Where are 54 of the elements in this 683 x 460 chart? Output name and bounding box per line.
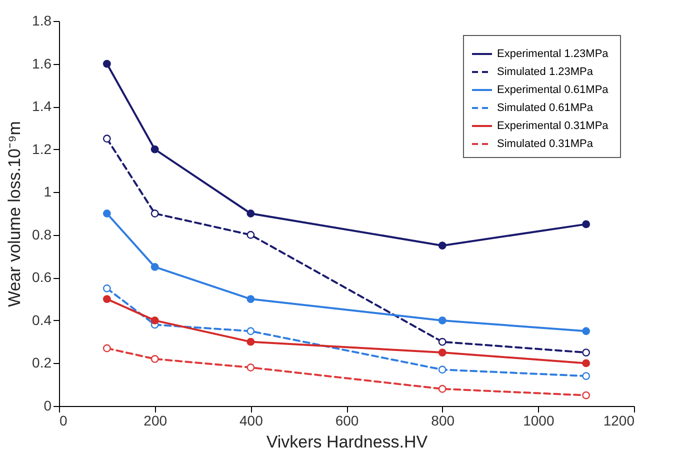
point [246,364,255,372]
point [102,60,111,68]
point [102,210,111,218]
point [150,316,159,324]
point [582,220,590,228]
point [582,348,590,356]
point [150,263,159,271]
y-axis-title: Wear volume loss.10⁻⁹m [5,121,24,307]
x-tick-label: 600 [335,412,359,428]
point [150,145,159,154]
point [246,210,255,218]
y-tick-label: 0.2 [32,354,52,371]
point [102,134,111,143]
point [438,242,446,250]
point [246,338,255,346]
y-tick-label: 0.6 [32,269,52,286]
point [246,230,255,239]
legend-label: Experimental 1.23MPa [497,48,610,60]
legend-label: Simulated 0.31MPa [497,138,594,150]
point [246,327,255,336]
x-axis-title: Vivkers Hardness.HV [266,432,428,452]
legend-label: Experimental 0.61MPa [497,84,610,96]
legend-label: Simulated 0.61MPa [497,102,594,114]
y-tick-label: 1 [44,184,52,200]
y-tick-label: 0.8 [32,226,52,242]
y-tick-label: 0.4 [32,312,52,328]
point [582,391,590,400]
point [246,295,255,304]
point [102,344,111,352]
x-tick-label: 200 [144,412,168,428]
point [438,338,446,346]
legend-label: Simulated 1.23MPa [497,66,594,78]
y-tick-label: 1.2 [32,140,52,157]
x-tick-label: 800 [431,412,455,428]
point [438,316,446,324]
y-tick-label: 1.4 [32,98,52,114]
point [438,384,446,393]
point [102,295,111,304]
point [438,348,446,356]
point [150,210,159,218]
x-tick-label: 1200 [603,412,635,428]
point [102,284,111,292]
point [582,359,590,368]
x-tick-label: 400 [239,412,264,428]
point [438,366,446,374]
legend-label: Experimental 0.31MPa [497,120,610,132]
y-tick-label: 0 [44,398,52,414]
y-tick-label: 1.8 [32,12,52,28]
y-tick-label: 1.6 [32,55,52,72]
x-tick-label: 1000 [523,412,554,428]
point [582,327,590,336]
point [150,354,159,363]
point [582,372,590,380]
x-tick-label: 0 [60,412,68,428]
